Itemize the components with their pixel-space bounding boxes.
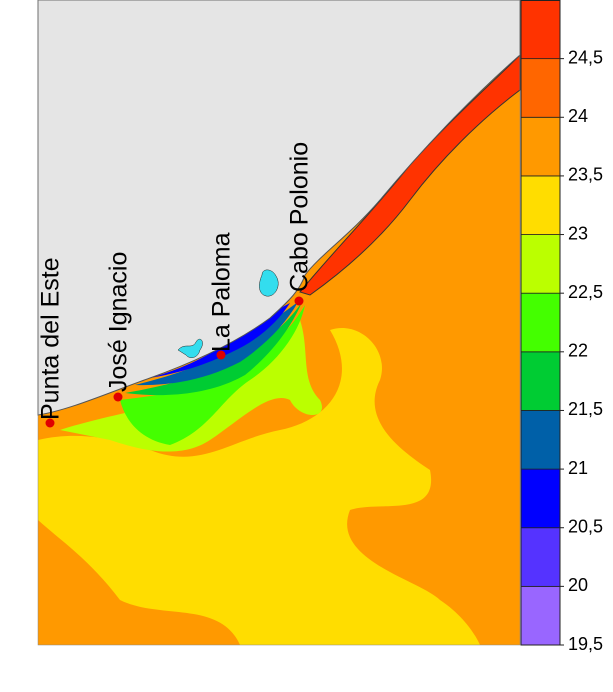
yellow-area <box>38 328 480 645</box>
colorbar-band <box>520 0 561 60</box>
colorbar-tick-label: 22,5 <box>568 282 603 302</box>
place-label: Cabo Polonio <box>286 142 314 292</box>
colorbar-band <box>520 175 561 235</box>
colorbar-band <box>520 292 561 353</box>
colorbar-tick-label: 20 <box>568 575 588 595</box>
place-dot <box>294 296 304 306</box>
colorbar-band <box>520 468 561 529</box>
colorbar-tick-label: 21 <box>568 458 588 478</box>
place-dot <box>45 418 55 428</box>
colorbar-band <box>520 585 561 646</box>
colorbar-band <box>520 58 561 118</box>
colorbar-tick-label: 22 <box>568 341 588 361</box>
colorbar-band <box>520 234 561 294</box>
lagoon <box>259 269 279 297</box>
lagoon <box>177 338 203 358</box>
place-label: José Ignacio <box>105 252 133 392</box>
colorbar-tick-label: 23 <box>568 223 588 243</box>
place-label: La Paloma <box>208 232 236 352</box>
land <box>37 0 521 416</box>
plume-green <box>120 305 305 445</box>
cold-core-1 <box>135 302 298 386</box>
colorbar-band <box>520 527 561 587</box>
colorbar-tick-label: 24 <box>568 106 588 126</box>
colorbar-band <box>520 351 561 411</box>
plume-light-green <box>60 320 323 452</box>
colorbar: 19,5 20 20,5 21 21,5 22 22,5 23 23,5 24 24,5 <box>520 0 603 654</box>
colorbar-tick-label: 24,5 <box>568 47 603 67</box>
places: Punta del Este José Ignacio La Paloma Cabo … <box>37 142 314 428</box>
colorbar-frame <box>520 0 561 646</box>
place-dot <box>216 350 226 360</box>
colorbar-band <box>520 410 561 470</box>
colorbar-tick-label: 23,5 <box>568 165 603 185</box>
colorbar-band <box>520 116 561 177</box>
colorbar-tick-label: 19,5 <box>568 634 603 654</box>
plume-dark-green <box>125 302 302 396</box>
map-frame <box>37 0 521 646</box>
colorbar-tick-label: 20,5 <box>568 516 603 536</box>
colorbar-tick-label: 21,5 <box>568 399 603 419</box>
place-dot <box>113 392 123 402</box>
place-label: Punta del Este <box>37 257 65 420</box>
